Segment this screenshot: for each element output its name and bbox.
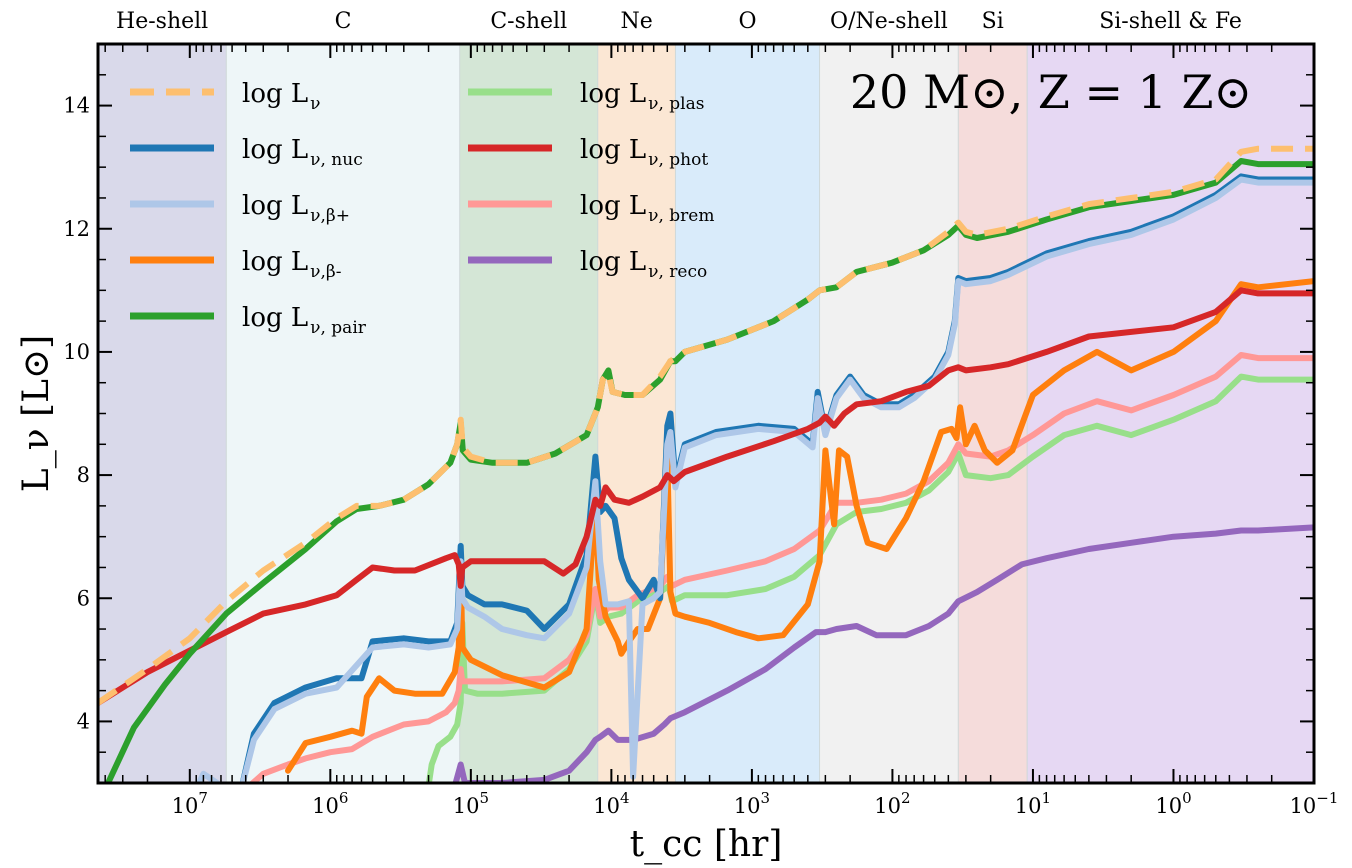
x-tick-label-1: 106 bbox=[312, 789, 348, 818]
legend-label-main-2: log L bbox=[242, 191, 308, 221]
phase-band-6 bbox=[958, 44, 1027, 783]
x-tick-exp-1: 6 bbox=[339, 789, 349, 807]
phase-bands: He-shell C C-shell Ne O O/Ne-shell Si Si-shell … bbox=[98, 9, 1314, 783]
legend-label-main-1: log L bbox=[242, 135, 308, 165]
chart-title: 20 M⊙, Z = 1 Z⊙ bbox=[850, 65, 1252, 119]
x-tick-exp-8: −1 bbox=[1316, 789, 1338, 807]
legend-label-sub-8: ν, reco bbox=[648, 262, 707, 282]
legend-label-main-6: log L bbox=[580, 135, 646, 165]
legend-label-sub-2: ν,β+ bbox=[310, 206, 350, 226]
legend-label-main-0: log L bbox=[242, 79, 308, 109]
x-tick-base-6: 10 bbox=[1015, 794, 1042, 818]
x-tick-label-3: 104 bbox=[593, 789, 629, 818]
x-tick-exp-6: 1 bbox=[1042, 789, 1052, 807]
legend-label-sub-0: ν bbox=[310, 94, 320, 114]
phase-label-5: O/Ne-shell bbox=[830, 9, 948, 34]
x-tick-exp-0: 7 bbox=[198, 789, 208, 807]
x-tick-base-4: 10 bbox=[734, 794, 761, 818]
phase-band-2 bbox=[460, 44, 598, 783]
x-tick-exp-4: 3 bbox=[760, 789, 770, 807]
x-tick-base-2: 10 bbox=[453, 794, 480, 818]
x-tick-base-0: 10 bbox=[172, 794, 199, 818]
legend-label-sub-1: ν, nuc bbox=[310, 150, 363, 170]
x-tick-label-5: 102 bbox=[874, 789, 910, 818]
x-tick-exp-3: 4 bbox=[620, 789, 630, 807]
legend-label-sub-6: ν, phot bbox=[648, 150, 708, 170]
y-axis-title: L_ν [L⊙] bbox=[16, 335, 57, 492]
x-tick-label-2: 105 bbox=[453, 789, 489, 818]
phase-band-0 bbox=[98, 44, 226, 783]
legend-label-main-5: log L bbox=[580, 79, 646, 109]
phase-label-1: C bbox=[335, 9, 352, 34]
y-tick-label-0: 4 bbox=[77, 709, 90, 733]
phase-band-5 bbox=[820, 44, 959, 783]
x-tick-exp-7: 0 bbox=[1182, 789, 1192, 807]
x-tick-label-8: 10−1 bbox=[1290, 789, 1339, 818]
phase-label-7: Si-shell & Fe bbox=[1099, 9, 1242, 34]
legend-label-sub-4: ν, pair bbox=[310, 318, 367, 338]
x-tick-exp-5: 2 bbox=[901, 789, 911, 807]
phase-label-2: C-shell bbox=[490, 9, 567, 34]
y-tick-label-4: 12 bbox=[63, 217, 90, 241]
y-tick-label-3: 10 bbox=[63, 340, 90, 364]
x-tick-base-7: 10 bbox=[1155, 794, 1182, 818]
phase-label-4: O bbox=[738, 9, 756, 34]
phase-label-6: Si bbox=[982, 9, 1004, 34]
y-tick-label-2: 8 bbox=[77, 463, 90, 487]
x-tick-label-7: 100 bbox=[1155, 789, 1191, 818]
x-tick-base-8: 10 bbox=[1290, 794, 1317, 818]
x-tick-base-1: 10 bbox=[312, 794, 339, 818]
legend-label-sub-7: ν, brem bbox=[648, 206, 714, 226]
y-tick-label-5: 14 bbox=[63, 94, 90, 118]
legend-label-main-7: log L bbox=[580, 191, 646, 221]
x-axis-title: t_cc [hr] bbox=[630, 824, 783, 865]
legend-label-sub-5: ν, plas bbox=[648, 94, 704, 114]
legend-label-main-3: log L bbox=[242, 247, 308, 277]
x-tick-label-4: 103 bbox=[734, 789, 770, 818]
phase-label-0: He-shell bbox=[116, 9, 208, 34]
x-tick-base-3: 10 bbox=[593, 794, 620, 818]
y-tick-label-1: 6 bbox=[77, 586, 90, 610]
phase-label-3: Ne bbox=[620, 9, 652, 34]
legend-label-main-8: log L bbox=[580, 247, 646, 277]
x-tick-exp-2: 5 bbox=[479, 789, 489, 807]
x-tick-label-6: 101 bbox=[1015, 789, 1051, 818]
x-tick-base-5: 10 bbox=[874, 794, 901, 818]
x-tick-label-0: 107 bbox=[172, 789, 208, 818]
legend-label-main-4: log L bbox=[242, 303, 308, 333]
legend-label-sub-3: ν,β- bbox=[310, 262, 341, 282]
